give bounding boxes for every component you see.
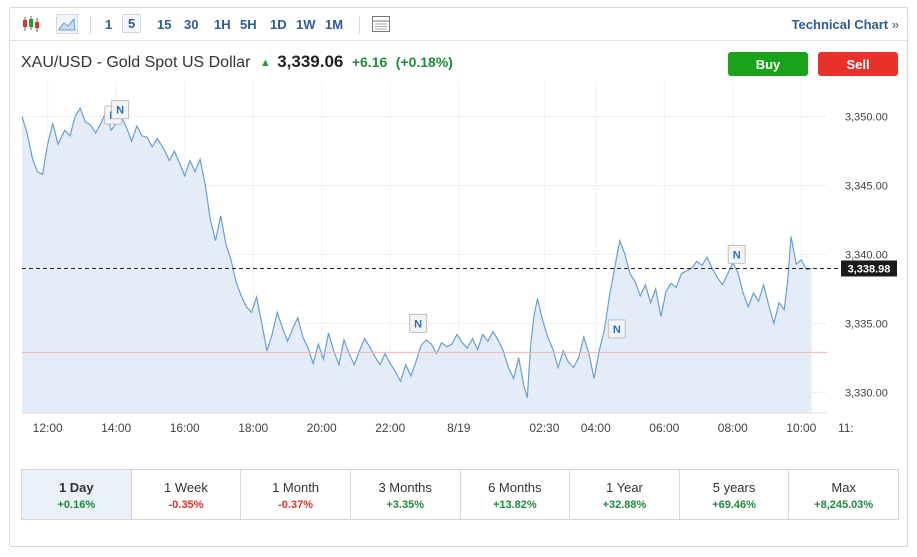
y-tick-label: 3,350.00 bbox=[845, 111, 888, 123]
news-marker[interactable] bbox=[111, 100, 130, 120]
current-price-label: 3,338.98 bbox=[848, 263, 891, 275]
instrument-header: XAU/USD - Gold Spot US Dollar ▲ 3,339.06… bbox=[21, 52, 453, 72]
timeframe-1m[interactable]: 1M bbox=[325, 17, 344, 32]
period-label: 1 Day bbox=[58, 480, 94, 495]
timeframe-1h[interactable]: 1H bbox=[214, 17, 231, 32]
chart-widget: 1 5 15 30 1H 5H 1D 1W 1M Technical Chart » XAU/U… bbox=[9, 7, 908, 547]
period-label: 5 years bbox=[712, 480, 756, 495]
timeframe-5[interactable]: 5 bbox=[122, 14, 142, 33]
price-line bbox=[21, 106, 812, 398]
period-label: 6 Months bbox=[488, 480, 542, 495]
period-performance-bar: 1 Day +0.16% 1 Week -0.35% 1 Month -0.37% 3 Mo… bbox=[21, 469, 899, 520]
x-tick-label: 22:00 bbox=[375, 421, 405, 435]
y-tick-label: 3,345.00 bbox=[845, 180, 888, 192]
y-tick-label: 3,335.00 bbox=[845, 318, 888, 330]
x-tick-label: 10:00 bbox=[786, 421, 816, 435]
sell-button[interactable]: Sell bbox=[818, 52, 898, 76]
period-label: 3 Months bbox=[378, 480, 432, 495]
period-3-months[interactable]: 3 Months +3.35% bbox=[351, 470, 461, 519]
period-change: +8,245.03% bbox=[814, 499, 874, 511]
x-tick-label: 12:00 bbox=[33, 421, 63, 435]
price-change-percent: (+0.18%) bbox=[395, 54, 453, 70]
toolbar-divider bbox=[359, 16, 360, 34]
instrument-name: XAU/USD - Gold Spot US Dollar bbox=[21, 54, 251, 71]
period-1-week[interactable]: 1 Week -0.35% bbox=[132, 470, 242, 519]
x-tick-label: 14:00 bbox=[101, 421, 131, 435]
period-change: +13.82% bbox=[492, 499, 537, 511]
last-price: 3,339.06 bbox=[277, 52, 344, 71]
x-tick-label: 20:00 bbox=[307, 421, 337, 435]
news-marker[interactable] bbox=[409, 313, 428, 333]
timeframe-1w[interactable]: 1W bbox=[296, 17, 316, 32]
period-1-month[interactable]: 1 Month -0.37% bbox=[241, 470, 351, 519]
y-tick-label: 3,340.00 bbox=[845, 249, 888, 261]
x-tick-label: 02:30 bbox=[529, 421, 559, 435]
x-tick-label: 18:00 bbox=[238, 421, 268, 435]
chevron-right-icon: » bbox=[891, 17, 899, 32]
toolbar: 1 5 15 30 1H 5H 1D 1W 1M Technical Chart » bbox=[10, 8, 907, 41]
technical-chart-label: Technical Chart bbox=[791, 17, 889, 32]
period-max[interactable]: Max +8,245.03% bbox=[789, 470, 898, 519]
period-label: 1 Month bbox=[272, 480, 320, 495]
period-label: 1 Week bbox=[164, 480, 208, 495]
price-area-fill bbox=[22, 108, 812, 413]
area-chart-icon[interactable] bbox=[56, 14, 78, 34]
period-5-years[interactable]: 5 years +69.46% bbox=[680, 470, 790, 519]
current-price-tag bbox=[841, 260, 897, 277]
period-change: -0.35% bbox=[168, 499, 204, 511]
news-marker-label: N bbox=[733, 249, 741, 261]
timeframe-1[interactable]: 1 bbox=[105, 17, 113, 32]
period-label: 1 Year bbox=[606, 480, 643, 495]
period-1-day[interactable]: 1 Day +0.16% bbox=[22, 470, 132, 519]
price-chart[interactable]: Investing.com3,350.003,345.003,340.003,3… bbox=[9, 82, 899, 442]
toolbar-divider bbox=[90, 16, 91, 34]
news-marker-label: N bbox=[116, 105, 124, 117]
period-change: -0.37% bbox=[278, 499, 313, 511]
timeframe-30[interactable]: 30 bbox=[184, 17, 199, 32]
x-tick-label: 06:00 bbox=[649, 421, 679, 435]
timeframe-1d[interactable]: 1D bbox=[270, 17, 287, 32]
period-6-months[interactable]: 6 Months +13.82% bbox=[461, 470, 571, 519]
news-marker-label: N bbox=[613, 324, 621, 336]
x-tick-label: 04:00 bbox=[581, 421, 611, 435]
period-change: +69.46% bbox=[712, 499, 756, 511]
period-change: +0.16% bbox=[57, 499, 96, 511]
arrow-up-icon: ▲ bbox=[259, 57, 271, 69]
x-tick-label: 8/19 bbox=[447, 421, 471, 435]
news-marker-label: N bbox=[414, 318, 422, 330]
table-icon[interactable] bbox=[370, 14, 392, 34]
period-change: +3.35% bbox=[386, 499, 424, 511]
timeframe-15[interactable]: 15 bbox=[157, 17, 172, 32]
candlestick-icon[interactable] bbox=[20, 14, 42, 34]
technical-chart-link[interactable]: Technical Chart » bbox=[792, 17, 899, 32]
price-change: +6.16 bbox=[351, 54, 388, 70]
x-tick-label: 16:00 bbox=[170, 421, 200, 435]
period-1-year[interactable]: 1 Year +32.88% bbox=[570, 470, 680, 519]
period-change: +32.88% bbox=[602, 499, 647, 511]
x-tick-label: 08:00 bbox=[718, 421, 748, 435]
y-tick-label: 3,330.00 bbox=[845, 387, 888, 399]
news-marker[interactable] bbox=[607, 319, 626, 339]
buy-button[interactable]: Buy bbox=[728, 52, 808, 76]
news-marker[interactable] bbox=[727, 244, 746, 264]
x-tick-label: 11: bbox=[838, 421, 854, 435]
period-label: Max bbox=[831, 480, 856, 495]
timeframe-5h[interactable]: 5H bbox=[240, 17, 257, 32]
